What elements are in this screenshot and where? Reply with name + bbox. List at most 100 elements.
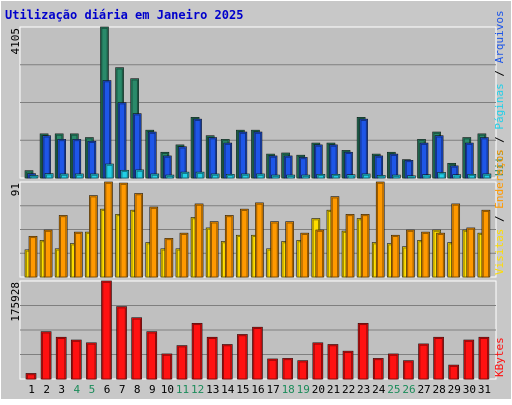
bar-kbytes-day-10-shadow — [162, 354, 172, 380]
bar-enderecos-day-26-shadow — [407, 230, 414, 278]
bar-paginas-day-19-shadow — [302, 175, 309, 179]
bar-paginas-day-29-shadow — [453, 175, 460, 179]
bar-kbytes-day-12-shadow — [192, 324, 202, 380]
bar-paginas-day-25-shadow — [393, 175, 400, 179]
bar-paginas-day-7-shadow — [121, 171, 128, 179]
bar-kbytes-day-18-shadow — [283, 359, 292, 380]
x-tick-label-day-12: 12 — [191, 383, 204, 396]
x-tick-label-day-5: 5 — [89, 383, 96, 396]
bar-enderecos-day-18-shadow — [286, 222, 293, 278]
bar-enderecos-day-29-shadow — [452, 204, 459, 278]
bar-paginas-day-21-shadow — [332, 175, 340, 179]
bar-paginas-day-14-shadow — [227, 175, 234, 179]
bar-enderecos-day-22-shadow — [346, 215, 354, 278]
bar-kbytes-day-5-shadow — [87, 343, 96, 380]
x-tick-label-day-15: 15 — [236, 383, 249, 396]
bar-enderecos-day-20-shadow — [316, 230, 323, 278]
x-tick-label-day-10: 10 — [161, 383, 174, 396]
bar-enderecos-day-1-shadow — [29, 237, 37, 278]
bar-paginas-day-31-shadow — [483, 174, 491, 179]
bar-paginas-day-27-shadow — [423, 175, 430, 179]
x-tick-label-day-22: 22 — [342, 383, 355, 396]
bar-paginas-day-9-shadow — [151, 174, 158, 179]
bar-kbytes-day-28-shadow — [434, 338, 443, 380]
bar-enderecos-day-9-shadow — [150, 207, 157, 278]
x-tick-label-day-20: 20 — [312, 383, 325, 396]
bar-enderecos-day-11-shadow — [180, 234, 188, 278]
bar-paginas-day-17-shadow — [272, 175, 279, 179]
bar-enderecos-day-28-shadow — [437, 234, 444, 278]
bar-kbytes-day-7-shadow — [117, 307, 126, 380]
bar-kbytes-day-31-shadow — [479, 338, 489, 380]
panel-kbytes-legend: KBytes — [493, 337, 506, 377]
bar-enderecos-day-27-shadow — [422, 232, 429, 278]
x-tick-label-day-14: 14 — [221, 383, 235, 396]
legend-separator: / — [493, 63, 506, 83]
bar-paginas-day-16-shadow — [257, 174, 264, 179]
bar-paginas-day-3-shadow — [61, 174, 68, 179]
panel-hits-legend: Hits / Páginas / Arquivos — [493, 10, 506, 176]
panel-visits-ymax-label: 91 — [9, 183, 22, 196]
legend-item-visitas: Visitas — [493, 229, 506, 275]
legend-item-páginas: Páginas — [493, 83, 506, 129]
bar-paginas-day-24-shadow — [378, 176, 385, 179]
bar-paginas-day-11-shadow — [181, 172, 189, 179]
bar-kbytes-day-6-shadow — [102, 281, 111, 380]
x-tick-label-day-19: 19 — [297, 383, 310, 396]
bar-paginas-day-8-shadow — [136, 170, 143, 179]
bar-enderecos-day-3-shadow — [60, 216, 67, 278]
bar-kbytes-day-26-shadow — [404, 361, 413, 380]
bar-enderecos-day-2-shadow — [44, 230, 52, 278]
x-tick-label-day-28: 28 — [433, 383, 446, 396]
x-tick-label-day-2: 2 — [43, 383, 50, 396]
bar-kbytes-day-30-shadow — [464, 340, 473, 380]
bar-kbytes-day-3-shadow — [57, 338, 66, 380]
x-tick-label-day-23: 23 — [357, 383, 370, 396]
bar-enderecos-day-30-shadow — [467, 228, 474, 278]
bar-enderecos-day-31-shadow — [482, 211, 490, 278]
x-tick-label-day-6: 6 — [104, 383, 111, 396]
bar-kbytes-day-27-shadow — [419, 344, 428, 380]
bar-enderecos-day-25-shadow — [392, 236, 399, 278]
panel-visits: 91 Visitas / Endereços — [9, 149, 506, 278]
bar-kbytes-day-1-shadow — [26, 374, 36, 380]
bar-paginas-day-22-shadow — [347, 175, 355, 179]
bar-enderecos-day-5-shadow — [90, 196, 97, 278]
bar-kbytes-day-4-shadow — [72, 340, 81, 380]
bar-enderecos-day-15-shadow — [241, 209, 248, 278]
x-tick-label-day-8: 8 — [134, 383, 141, 396]
legend-item-arquivos: Arquivos — [493, 10, 506, 63]
x-tick-label-day-3: 3 — [58, 383, 65, 396]
x-tick-label-day-16: 16 — [251, 383, 264, 396]
bar-enderecos-day-4-shadow — [75, 232, 82, 278]
panel-visits-legend: Visitas / Endereços — [493, 149, 506, 275]
x-tick-label-day-21: 21 — [327, 383, 340, 396]
x-tick-label-day-1: 1 — [28, 383, 35, 396]
bar-kbytes-day-23-shadow — [358, 324, 368, 380]
x-tick-label-day-27: 27 — [417, 383, 430, 396]
x-axis-labels: 1 2 3 4 5 6 7 8 9 10 11 12 13 14 15 16 17 18 19 20 21 22 23 24 2… — [28, 383, 491, 396]
x-tick-label-day-29: 29 — [448, 383, 461, 396]
bar-kbytes-day-22-shadow — [343, 351, 353, 380]
x-tick-label-day-31: 31 — [478, 383, 491, 396]
bar-kbytes-day-16-shadow — [253, 328, 262, 380]
bar-paginas-day-1-shadow — [30, 176, 38, 179]
bar-enderecos-day-24-shadow — [377, 182, 384, 278]
bar-kbytes-day-11-shadow — [177, 346, 187, 380]
bar-kbytes-day-19-shadow — [298, 361, 307, 380]
bar-kbytes-day-14-shadow — [223, 345, 232, 380]
bar-kbytes-day-8-shadow — [132, 318, 141, 380]
bar-paginas-day-28-shadow — [438, 173, 445, 179]
bar-enderecos-day-17-shadow — [271, 222, 278, 278]
panel-kbytes-ymax-label: 175928 — [9, 282, 22, 322]
bar-paginas-day-30-shadow — [468, 175, 475, 179]
bar-enderecos-day-12-shadow — [195, 204, 203, 278]
x-tick-label-day-30: 30 — [463, 383, 476, 396]
x-tick-label-day-18: 18 — [282, 383, 295, 396]
x-tick-label-day-25: 25 — [387, 383, 400, 396]
bar-paginas-day-12-shadow — [196, 172, 204, 179]
panel-kbytes: 175928 KBytes — [9, 280, 506, 380]
bar-kbytes-day-21-shadow — [328, 345, 338, 380]
x-tick-label-day-11: 11 — [176, 383, 189, 396]
